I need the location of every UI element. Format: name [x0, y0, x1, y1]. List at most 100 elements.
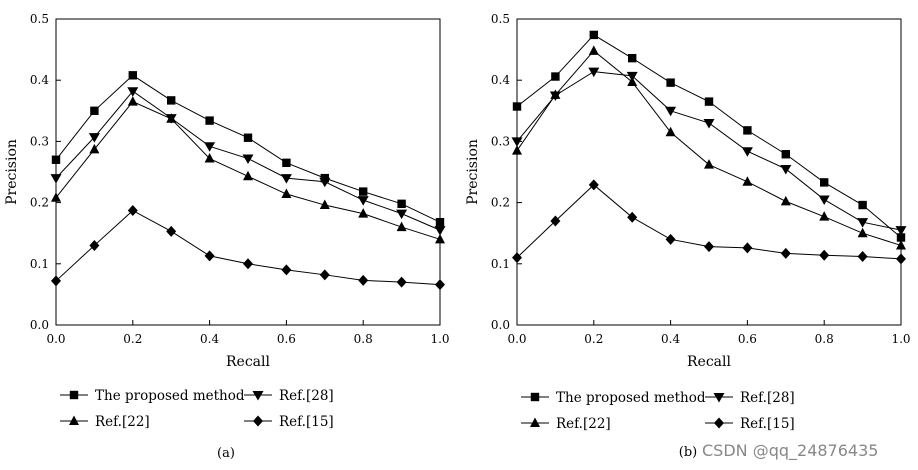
data-point-ref-22: [819, 211, 830, 221]
data-point-the-proposed-method: [359, 187, 368, 196]
data-point-the-proposed-method: [397, 199, 406, 209]
data-point-ref-22: [665, 126, 676, 137]
data-point-ref-22: [550, 89, 561, 99]
data-point-ref-28: [511, 137, 523, 147]
legend-marker-ref-28: [713, 393, 725, 403]
legend-marker-ref-28: [252, 391, 264, 401]
data-point-ref-22: [127, 96, 138, 106]
data-point-ref-22: [51, 192, 61, 202]
data-point-ref-28: [357, 196, 369, 206]
legend-marker-the-proposed-method: [69, 390, 79, 400]
data-point-ref-28: [204, 142, 216, 152]
data-point-ref-28: [434, 226, 446, 236]
legend-label-ref-15: Ref.[15]: [740, 416, 795, 432]
data-point-ref-28: [665, 106, 677, 117]
chart-panel-a: 0.0 0.1 0.2 0.3 0.4 0.5 0.0 0.2 0.4 0.6 0.8 1.0 Reca…: [4, 12, 450, 461]
data-point-ref-15: [358, 274, 369, 286]
data-point-ref-15: [166, 225, 177, 237]
series-line-the-proposed-method: [55, 74, 441, 223]
data-point-ref-15: [857, 250, 868, 262]
data-point-ref-22: [780, 195, 791, 206]
data-point-the-proposed-method: [628, 53, 637, 63]
data-point-ref-28: [50, 174, 62, 184]
data-point-ref-22: [588, 45, 599, 55]
data-point-the-proposed-method: [51, 155, 61, 164]
data-point-ref-22: [281, 188, 292, 199]
data-point-ref-15: [896, 253, 906, 265]
chart-panel-b: 0.0 0.1 0.2 0.3 0.4 0.5 0.0 0.2 0.4 0.6 0.8 1.0 Reca…: [465, 12, 911, 460]
data-point-ref-15: [627, 211, 638, 223]
data-point-ref-28: [242, 154, 254, 165]
x-tick-label: 0.6: [277, 332, 296, 346]
x-tick-label: 0.8: [354, 332, 373, 346]
data-point-ref-15: [550, 215, 561, 227]
data-point-the-proposed-method: [820, 178, 829, 187]
watermark-text: CSDN @qq_24876435: [702, 441, 878, 461]
data-point-ref-22: [89, 143, 100, 154]
data-point-the-proposed-method: [704, 97, 714, 106]
data-point-ref-28: [818, 195, 830, 206]
data-point-ref-15: [51, 275, 61, 287]
x-tick-label: 0.2: [123, 332, 142, 346]
data-point-ref-22: [358, 208, 369, 218]
data-point-the-proposed-method: [666, 78, 675, 87]
data-point-the-proposed-method: [896, 233, 906, 242]
data-point-ref-22: [319, 199, 330, 210]
data-point-the-proposed-method: [551, 72, 560, 81]
x-axis-label: Recall: [687, 354, 731, 370]
y-tick-label: 0.5: [30, 12, 49, 26]
legend-label-ref-22: Ref.[22]: [95, 414, 150, 430]
data-point-ref-15: [704, 241, 714, 253]
data-point-ref-28: [780, 164, 792, 175]
legend-marker-the-proposed-method: [530, 392, 540, 402]
data-point-ref-15: [127, 205, 138, 217]
data-point-ref-28: [741, 147, 753, 157]
y-tick-label: 0.2: [30, 196, 49, 210]
x-tick-label: 0.4: [200, 332, 219, 346]
x-axis-label: Recall: [226, 354, 270, 370]
x-tick-label: 1.0: [891, 332, 910, 346]
y-tick-label: 0.2: [491, 196, 510, 210]
data-point-ref-15: [512, 252, 522, 264]
data-point-ref-22: [396, 221, 407, 232]
legend-label-ref-28: Ref.[28]: [279, 388, 334, 404]
series-line-ref-22: [516, 50, 902, 246]
y-tick-label: 0.1: [491, 257, 510, 271]
y-tick-label: 0.4: [30, 73, 49, 87]
x-tick-label: 0.0: [507, 332, 526, 346]
y-axis-label: Precision: [465, 139, 481, 205]
x-tick-label: 0.4: [661, 332, 680, 346]
x-tick-label: 1.0: [430, 332, 449, 346]
data-point-ref-28: [703, 119, 715, 129]
data-point-the-proposed-method: [282, 158, 291, 168]
y-tick-label: 0.0: [30, 318, 49, 332]
data-point-the-proposed-method: [858, 200, 867, 210]
legend-label-ref-15: Ref.[15]: [279, 414, 334, 430]
legend-label-ref-28: Ref.[28]: [740, 390, 795, 406]
legend-marker-ref-15: [253, 415, 263, 427]
legend-marker-ref-22: [530, 417, 540, 427]
x-tick-label: 0.6: [738, 332, 757, 346]
series-line-ref-28: [516, 71, 902, 231]
data-point-ref-28: [319, 177, 331, 188]
data-point-ref-15: [281, 264, 292, 276]
panel-label: (a): [217, 446, 235, 461]
x-tick-label: 0.0: [46, 332, 65, 346]
data-point-ref-15: [204, 250, 215, 262]
data-point-the-proposed-method: [435, 217, 445, 227]
plot-frame: [55, 18, 441, 326]
y-tick-label: 0.3: [491, 134, 510, 148]
data-point-ref-28: [588, 67, 600, 78]
data-point-ref-28: [895, 226, 907, 236]
data-point-the-proposed-method: [781, 150, 790, 159]
data-point-ref-22: [896, 239, 906, 250]
panel-label: (b): [679, 445, 697, 460]
data-point-ref-22: [857, 227, 868, 238]
data-point-ref-28: [857, 218, 869, 228]
legend-marker-ref-15: [714, 417, 724, 429]
data-point-ref-28: [396, 209, 408, 220]
legend-label-the-proposed-method: The proposed method: [95, 388, 245, 404]
data-point-ref-15: [819, 249, 830, 261]
data-point-the-proposed-method: [167, 96, 176, 105]
y-tick-label: 0.3: [30, 134, 49, 148]
